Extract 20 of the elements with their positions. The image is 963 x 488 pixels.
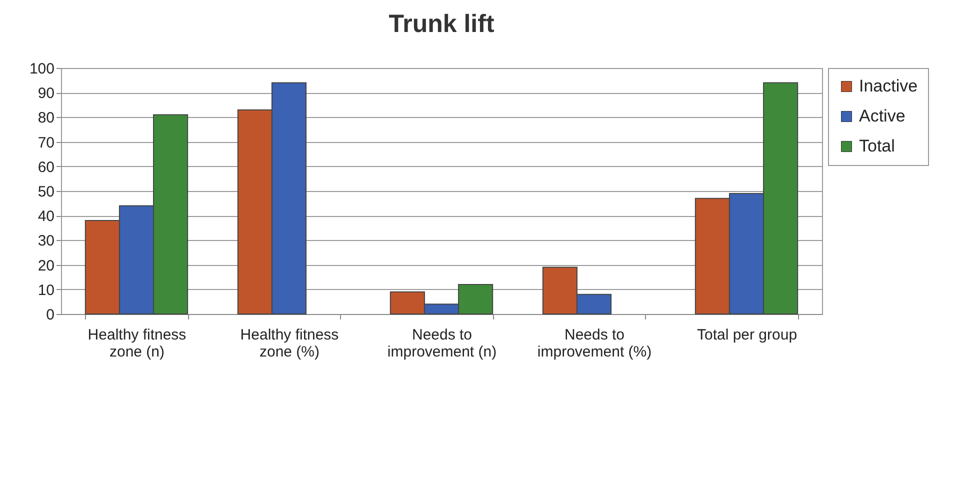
y-tick-label: 80: [38, 110, 54, 127]
y-tick-label: 30: [38, 232, 54, 250]
legend-label: Active: [859, 106, 906, 126]
x-tick-label: Healthy fitness zone (n): [88, 326, 186, 360]
legend-label: Inactive: [859, 76, 918, 96]
y-tick-label: 10: [38, 282, 54, 299]
y-tick-label: 40: [38, 208, 54, 226]
x-tick-label: Healthy fitness zone (%): [240, 326, 339, 360]
x-tick-label: Needs to improvement (%): [537, 326, 652, 360]
y-tick-label: 70: [38, 134, 54, 152]
legend-label: Total: [859, 136, 895, 156]
y-tick-label: 100: [29, 60, 54, 78]
y-tick-label: 0: [46, 306, 54, 324]
x-tick-label: Needs to improvement (n): [387, 326, 497, 360]
y-tick-label: 90: [38, 85, 54, 102]
x-tick-label: Total per group: [696, 326, 798, 344]
chart-title: Trunk lift: [388, 10, 495, 38]
y-tick-label: 50: [38, 184, 54, 200]
y-tick-label: 60: [38, 158, 54, 176]
y-tick-label: 20: [38, 257, 54, 274]
